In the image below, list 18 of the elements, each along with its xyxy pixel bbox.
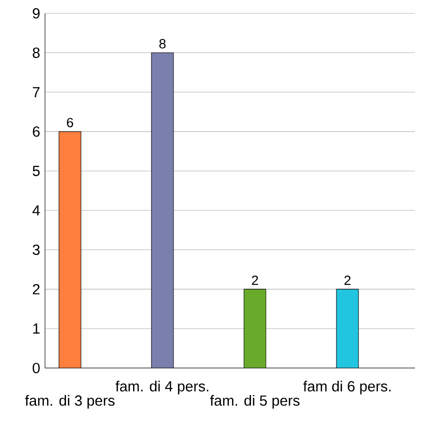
y-tick-label: 3 [32,244,40,255]
data-label: 2 [252,276,258,285]
y-tick-label: 1 [33,324,40,334]
y-tick-label: 6 [32,126,40,137]
y-tick-label: 7 [32,87,40,98]
data-label: 2 [344,276,351,285]
x-tick-label: fam. di 5 pers [210,395,300,409]
y-tick-label: 5 [32,166,40,176]
x-tick-label: fam di 6 pers. [303,380,391,394]
x-tick-label: fam. di 3 pers [25,395,115,409]
y-tick-label: 8 [32,48,40,58]
data-label: 8 [159,39,166,48]
data-label: 6 [66,118,74,128]
y-tick-label: 9 [32,8,40,19]
y-tick-label: 2 [32,284,40,294]
y-tick-label: 4 [32,205,40,216]
y-tick-label: 0 [32,362,40,374]
x-tick-label: fam. di 4 pers. [116,380,208,394]
